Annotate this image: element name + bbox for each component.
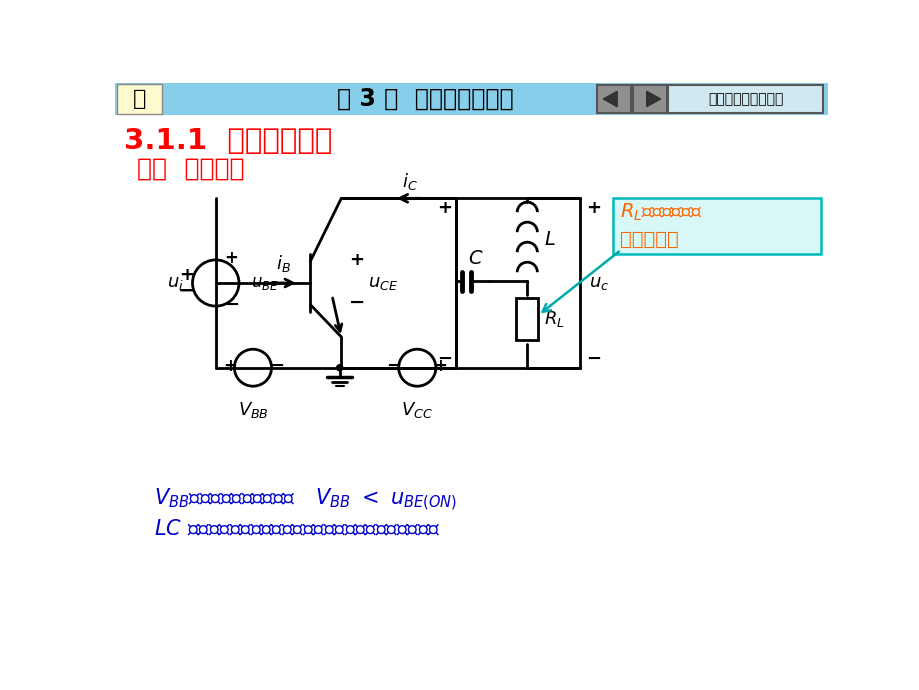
Text: $V_{CC}$: $V_{CC}$ (401, 400, 433, 420)
Text: 链接库章文稿主页面: 链接库章文稿主页面 (708, 92, 783, 106)
Text: −: − (585, 349, 601, 368)
Text: +: + (585, 199, 600, 217)
Text: −: − (177, 281, 195, 301)
Text: +: + (437, 199, 451, 217)
Text: $u_{BE}$: $u_{BE}$ (250, 274, 278, 292)
Text: $R_L$为功放外接等: $R_L$为功放外接等 (618, 201, 701, 223)
Bar (667, 85, 823, 113)
Text: $V_{BB}$: $V_{BB}$ (237, 400, 268, 420)
Text: 第 3 章  高频功率放大器: 第 3 章 高频功率放大器 (336, 87, 513, 111)
Text: +: + (224, 249, 238, 267)
Text: +: + (349, 251, 364, 269)
Text: $u_i$: $u_i$ (167, 274, 184, 292)
Text: $LC$ 回路调谐于输入信号的中心频率，构成滤波匹配网络。: $LC$ 回路调谐于输入信号的中心频率，构成滤波匹配网络。 (153, 520, 440, 540)
Bar (632, 85, 666, 113)
Text: −: − (268, 357, 283, 375)
Text: $i_C$: $i_C$ (402, 171, 417, 192)
Text: $u_{CE}$: $u_{CE}$ (368, 274, 398, 292)
Text: 📖: 📖 (133, 89, 146, 109)
Text: 效负载电阻: 效负载电阻 (618, 230, 677, 249)
Text: −: − (348, 293, 365, 312)
Text: −: − (223, 295, 239, 313)
Text: $i_B$: $i_B$ (276, 253, 290, 274)
Bar (115, 83, 827, 115)
Bar (596, 85, 630, 113)
Text: +: + (222, 357, 236, 375)
Text: $V_{BB}$使放大器工作于丙类。   $V_{BB}$ $<$ $u_{BE(ON)}$: $V_{BB}$使放大器工作于丙类。 $V_{BB}$ $<$ $u_{BE(O… (153, 487, 457, 513)
FancyBboxPatch shape (613, 198, 820, 254)
Text: $u_c$: $u_c$ (589, 274, 608, 292)
Text: 3.1.1  基本工作原理: 3.1.1 基本工作原理 (124, 128, 333, 155)
Bar (516, 297, 538, 340)
Text: −: − (437, 349, 451, 368)
Text: $C$: $C$ (468, 248, 483, 268)
Text: −: − (386, 357, 401, 375)
Polygon shape (646, 91, 660, 107)
Text: $R_L$: $R_L$ (544, 309, 564, 329)
Text: $L$: $L$ (544, 230, 555, 249)
Text: 一、  电路组成: 一、 电路组成 (137, 157, 244, 181)
Text: +: + (433, 357, 447, 375)
Circle shape (336, 364, 343, 371)
Polygon shape (603, 91, 617, 107)
Text: +: + (178, 266, 194, 284)
Bar (118, 84, 162, 114)
